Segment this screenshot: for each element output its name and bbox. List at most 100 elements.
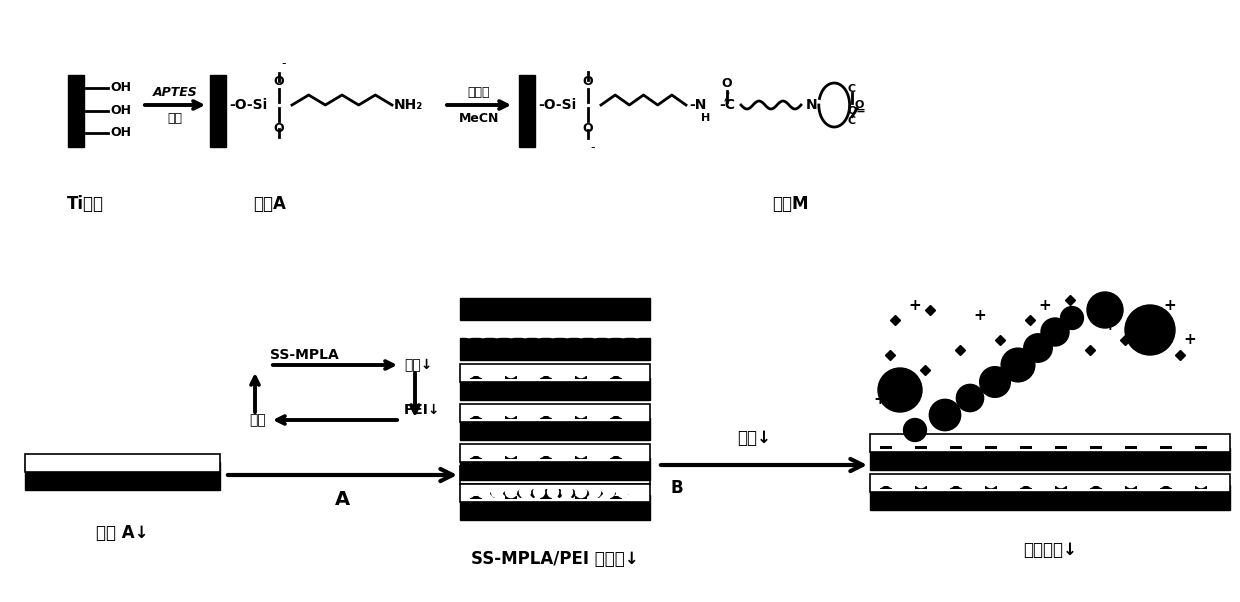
Bar — [610, 496, 622, 499]
Bar — [25, 462, 219, 490]
Circle shape — [491, 486, 502, 498]
Circle shape — [1028, 477, 1039, 488]
Bar — [470, 496, 482, 499]
Text: PEI↓: PEI↓ — [404, 403, 440, 417]
Circle shape — [1055, 477, 1066, 488]
Text: -: - — [281, 57, 285, 70]
Circle shape — [1125, 305, 1176, 355]
Bar — [472, 462, 484, 465]
Circle shape — [520, 406, 531, 418]
Circle shape — [520, 327, 531, 338]
Text: +: + — [1104, 317, 1116, 332]
Circle shape — [506, 486, 517, 498]
Text: -O-Si: -O-Si — [538, 98, 577, 112]
Bar — [472, 342, 484, 345]
Bar — [950, 446, 962, 449]
Circle shape — [491, 327, 502, 338]
Bar — [470, 416, 482, 419]
Circle shape — [464, 447, 475, 458]
Text: N: N — [806, 98, 817, 112]
Bar — [575, 496, 587, 499]
Text: 表面 A↓: 表面 A↓ — [97, 524, 149, 542]
Circle shape — [548, 486, 558, 498]
Circle shape — [548, 367, 558, 377]
Bar — [610, 478, 622, 481]
Text: 药物释放↓: 药物释放↓ — [1023, 541, 1076, 559]
Bar — [577, 342, 589, 345]
Bar — [520, 75, 534, 147]
Bar — [542, 342, 554, 345]
Bar — [539, 456, 552, 459]
Bar — [915, 486, 928, 489]
Text: O=: O= — [847, 107, 866, 116]
Bar — [507, 502, 520, 505]
Text: O: O — [583, 122, 593, 135]
Text: MeCN: MeCN — [459, 112, 500, 125]
Circle shape — [971, 477, 982, 488]
Text: +: + — [909, 297, 921, 312]
Text: +: + — [1184, 332, 1197, 347]
Bar — [577, 462, 589, 465]
Circle shape — [562, 406, 573, 418]
Circle shape — [1024, 334, 1053, 362]
Bar — [460, 404, 650, 422]
Bar — [1125, 446, 1137, 449]
Text: -C: -C — [719, 98, 735, 112]
Circle shape — [1140, 477, 1151, 488]
Bar — [505, 456, 517, 459]
Text: OH: OH — [110, 81, 131, 95]
Bar — [1127, 492, 1140, 495]
Text: -O-Si: -O-Si — [229, 98, 268, 112]
Bar — [460, 298, 650, 320]
Circle shape — [491, 367, 502, 377]
Text: +: + — [1163, 297, 1177, 312]
Bar — [577, 502, 589, 505]
Circle shape — [520, 367, 531, 377]
Text: Ti表面: Ti表面 — [67, 195, 103, 213]
Bar — [575, 478, 587, 481]
Circle shape — [915, 477, 926, 488]
Circle shape — [506, 327, 517, 338]
Text: +: + — [1039, 297, 1052, 312]
Bar — [472, 422, 484, 425]
Bar — [507, 342, 520, 345]
Text: O: O — [274, 75, 284, 88]
Bar — [952, 492, 963, 495]
Circle shape — [956, 384, 983, 412]
Circle shape — [631, 406, 642, 418]
Circle shape — [944, 477, 955, 488]
Circle shape — [1195, 477, 1207, 488]
Circle shape — [506, 406, 517, 418]
Bar — [1195, 486, 1207, 489]
Circle shape — [464, 406, 475, 418]
Bar — [870, 434, 1230, 452]
Bar — [1090, 486, 1102, 489]
Bar — [613, 502, 624, 505]
Text: 水洗↓: 水洗↓ — [404, 358, 433, 372]
Bar — [1159, 446, 1172, 449]
Bar — [542, 502, 554, 505]
Bar — [460, 378, 650, 400]
Circle shape — [575, 406, 587, 418]
Circle shape — [1084, 477, 1095, 488]
Circle shape — [464, 327, 475, 338]
Bar — [460, 444, 650, 462]
Bar — [539, 416, 552, 419]
Circle shape — [1042, 318, 1069, 346]
Text: C: C — [847, 84, 856, 95]
Bar — [470, 456, 482, 459]
Bar — [870, 474, 1230, 492]
Bar — [505, 496, 517, 499]
Bar — [472, 502, 484, 505]
Circle shape — [1111, 477, 1122, 488]
Circle shape — [604, 367, 615, 377]
Circle shape — [491, 447, 502, 458]
Circle shape — [1069, 477, 1080, 488]
Text: APTES: APTES — [153, 86, 197, 99]
Circle shape — [548, 406, 558, 418]
Circle shape — [873, 477, 884, 488]
Bar — [915, 446, 928, 449]
Text: 表面A: 表面A — [253, 195, 286, 213]
Bar — [1056, 492, 1069, 495]
Circle shape — [631, 327, 642, 338]
